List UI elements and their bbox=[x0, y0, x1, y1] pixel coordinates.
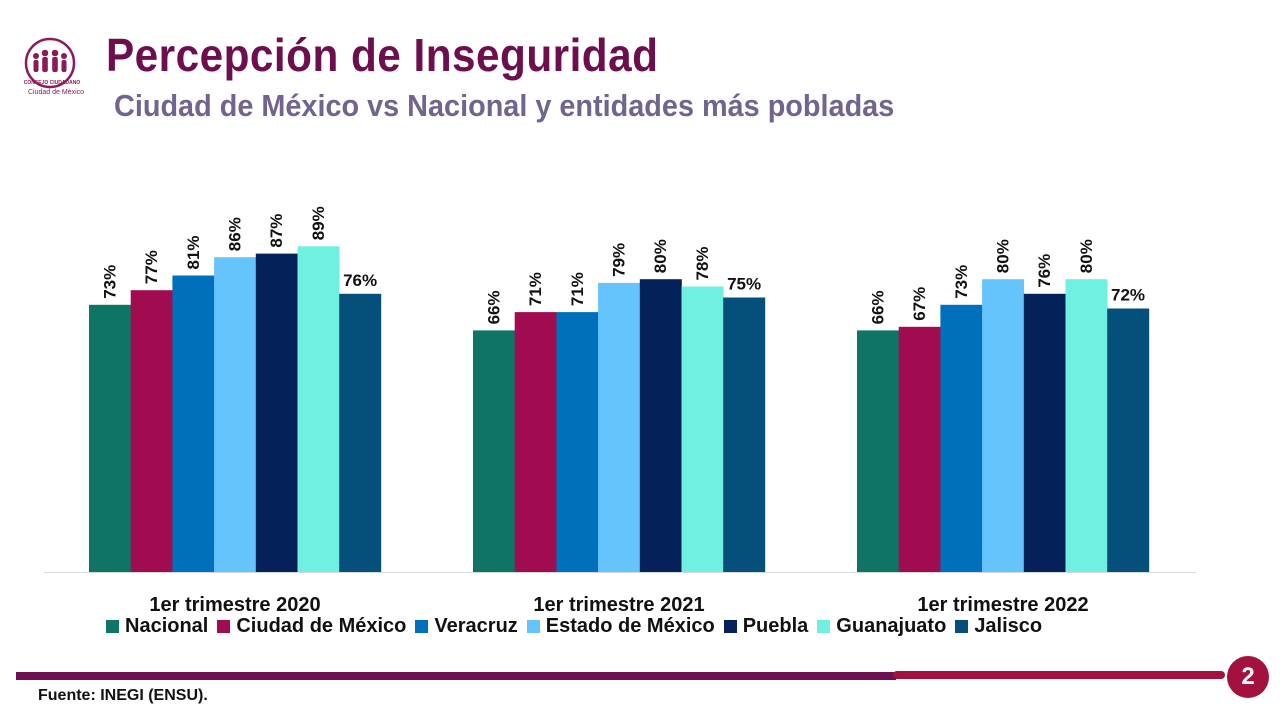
legend-item: Estado de México bbox=[526, 615, 715, 638]
bar bbox=[556, 312, 599, 572]
bar-value-label: 78% bbox=[693, 246, 712, 280]
legend-label: Jalisco bbox=[974, 615, 1043, 637]
bar-value-label: 72% bbox=[1111, 286, 1145, 305]
footer-divider-left bbox=[16, 672, 896, 680]
bar-value-label: 77% bbox=[142, 250, 161, 284]
bar bbox=[940, 304, 983, 572]
bar-value-label: 81% bbox=[184, 235, 203, 269]
page-title: Percepción de Inseguridad bbox=[106, 29, 659, 81]
legend-item: Puebla bbox=[723, 615, 809, 638]
source-note: Fuente: INEGI (ENSU). bbox=[38, 687, 208, 704]
bar bbox=[639, 279, 682, 572]
bar bbox=[297, 246, 340, 573]
legend-swatch bbox=[723, 620, 737, 633]
bar bbox=[1107, 308, 1150, 572]
bar bbox=[473, 330, 515, 572]
category-label: 1er trimestre 2022 bbox=[917, 594, 1088, 616]
legend-item: Jalisco bbox=[955, 615, 1042, 638]
legend-item: Veracruz bbox=[415, 615, 518, 638]
legend-label: Veracruz bbox=[434, 615, 518, 637]
category-label: 1er trimestre 2020 bbox=[149, 594, 320, 616]
legend-label: Ciudad de México bbox=[236, 615, 407, 637]
bar-value-label: 80% bbox=[1077, 239, 1096, 273]
page-number: 2 bbox=[1241, 663, 1255, 690]
bar-value-label: 75% bbox=[727, 275, 761, 294]
legend-item: Guanajuato bbox=[817, 615, 946, 638]
bar bbox=[339, 293, 382, 572]
bar-value-label: 86% bbox=[226, 217, 245, 251]
bar bbox=[214, 257, 257, 572]
consejo-ciudadano-logo: CONSEJO CIUDADANO Ciudad de México bbox=[24, 37, 84, 96]
bar bbox=[681, 286, 724, 572]
bar-value-label: 87% bbox=[267, 214, 286, 248]
bar bbox=[723, 297, 766, 572]
bar-value-label: 80% bbox=[994, 239, 1013, 273]
legend-swatch bbox=[526, 620, 540, 633]
legend-swatch bbox=[955, 620, 969, 633]
legend-swatch bbox=[106, 620, 119, 633]
bar bbox=[982, 279, 1025, 572]
legend-label: Estado de México bbox=[545, 615, 715, 637]
bar-value-label: 71% bbox=[526, 272, 545, 306]
legend-label: Guanajuato bbox=[836, 615, 947, 637]
bar bbox=[172, 275, 215, 572]
bar bbox=[514, 312, 557, 572]
bar-value-label: 66% bbox=[868, 290, 887, 324]
page-subtitle: Ciudad de México vs Nacional y entidades… bbox=[114, 88, 895, 123]
logo-line1: CONSEJO CIUDADANO bbox=[24, 80, 81, 86]
bar-value-label: 66% bbox=[484, 290, 503, 324]
legend-label: Puebla bbox=[742, 615, 809, 637]
bar bbox=[598, 282, 641, 572]
logo-line2: Ciudad de México bbox=[28, 89, 84, 96]
legend-label: Nacional bbox=[125, 615, 209, 637]
bar-value-label: 76% bbox=[343, 271, 377, 290]
bar bbox=[898, 326, 941, 572]
legend-swatch bbox=[817, 620, 831, 633]
bar-value-label: 80% bbox=[651, 239, 670, 273]
bar-value-label: 71% bbox=[568, 272, 587, 306]
legend-swatch bbox=[217, 620, 231, 633]
category-label: 1er trimestre 2021 bbox=[533, 594, 704, 616]
bar-value-label: 67% bbox=[910, 287, 929, 321]
bar-value-label: 73% bbox=[952, 265, 971, 299]
page-number-badge: 2 bbox=[1227, 656, 1269, 698]
bar-value-label: 73% bbox=[100, 265, 119, 299]
bar bbox=[857, 330, 899, 572]
bar bbox=[255, 253, 298, 572]
bar bbox=[130, 290, 173, 572]
chart-legend: Nacional Ciudad de México Veracruz Estado d… bbox=[106, 615, 1051, 638]
bar-value-label: 76% bbox=[1035, 254, 1054, 288]
legend-item: Nacional bbox=[106, 615, 208, 638]
bar bbox=[1065, 279, 1108, 572]
bar-value-label: 79% bbox=[610, 243, 629, 277]
bar-value-label: 89% bbox=[309, 206, 328, 240]
legend-item: Ciudad de México bbox=[217, 615, 406, 638]
bar bbox=[89, 304, 131, 572]
footer-divider-right bbox=[893, 671, 1225, 679]
bar bbox=[1023, 293, 1066, 572]
legend-swatch bbox=[415, 620, 429, 633]
